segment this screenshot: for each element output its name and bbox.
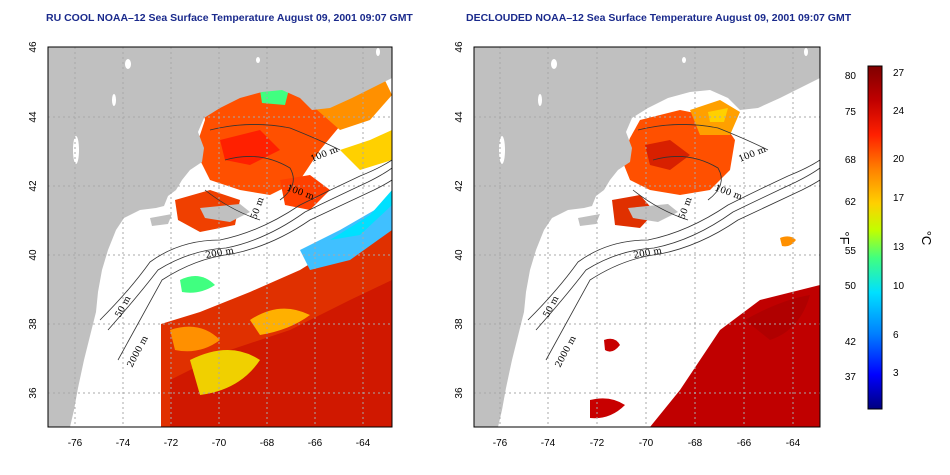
fahrenheit-tick-label: 50 xyxy=(845,281,857,292)
x-tick-label: -64 xyxy=(786,438,801,449)
left-y-axis: 46 44 42 40 38 36 xyxy=(28,41,39,399)
right-sst-field xyxy=(590,88,820,427)
left-map-frame xyxy=(47,46,393,428)
x-tick-label: -68 xyxy=(260,438,275,449)
y-tick-label: 40 xyxy=(28,249,39,261)
celsius-tick-label: 20 xyxy=(893,154,905,165)
right-gridlines xyxy=(474,47,820,427)
x-tick-label: -70 xyxy=(212,438,227,449)
right-contour-label: 200 m xyxy=(633,246,663,261)
x-tick-label: -66 xyxy=(308,438,323,449)
celsius-tick-label: 24 xyxy=(893,106,905,117)
left-land xyxy=(48,47,392,427)
left-x-axis: -76 -74 -72 -70 -68 -66 -64 xyxy=(68,438,371,449)
x-tick-label: -74 xyxy=(116,438,131,449)
celsius-tick-label: 10 xyxy=(893,281,905,292)
y-tick-label: 38 xyxy=(28,318,39,330)
y-tick-label: 42 xyxy=(454,180,465,192)
celsius-tick-label: 13 xyxy=(893,242,905,253)
left-map-panel: 100 m 100 m 50 m 200 m 50 m 2000 m xyxy=(47,46,393,428)
left-gridlines xyxy=(48,47,392,427)
fahrenheit-tick-label: 75 xyxy=(845,107,857,118)
x-tick-label: -72 xyxy=(164,438,179,449)
right-map-panel: 100 m 100 m 50 m 200 m 50 m 2000 m xyxy=(473,46,821,428)
celsius-tick-label: 17 xyxy=(893,193,905,204)
left-contour-label: 200 m xyxy=(205,246,235,261)
celsius-unit-label: °C xyxy=(919,231,934,246)
right-y-axis: 46 44 42 40 38 36 xyxy=(454,41,465,399)
y-tick-label: 36 xyxy=(28,387,39,399)
y-tick-label: 46 xyxy=(28,41,39,53)
y-tick-label: 46 xyxy=(454,41,465,53)
fahrenheit-tick-label: 42 xyxy=(845,337,857,348)
celsius-tick-label: 3 xyxy=(893,368,899,379)
celsius-tick-label: 27 xyxy=(893,68,905,79)
fahrenheit-scale: 80 75 68 62 55 50 42 37 °F xyxy=(837,71,856,383)
celsius-tick-label: 6 xyxy=(893,330,899,341)
y-tick-label: 36 xyxy=(454,387,465,399)
fahrenheit-tick-label: 68 xyxy=(845,155,857,166)
temperature-colorbar: 80 75 68 62 55 50 42 37 °F 27 24 20 17 1… xyxy=(837,65,934,410)
y-tick-label: 38 xyxy=(454,318,465,330)
y-tick-label: 44 xyxy=(28,111,39,123)
left-map-title: RU COOL NOAA–12 Sea Surface Temperature … xyxy=(46,12,413,24)
y-tick-label: 42 xyxy=(28,180,39,192)
fahrenheit-tick-label: 80 xyxy=(845,71,857,82)
celsius-scale: 27 24 20 17 13 10 6 3 °C xyxy=(893,68,934,379)
x-tick-label: -68 xyxy=(688,438,703,449)
x-tick-label: -70 xyxy=(639,438,654,449)
x-tick-label: -76 xyxy=(493,438,508,449)
colorbar-gradient xyxy=(867,65,883,410)
y-tick-label: 40 xyxy=(454,249,465,261)
right-map-title: DECLOUDED NOAA–12 Sea Surface Temperatur… xyxy=(466,12,852,24)
x-tick-label: -64 xyxy=(356,438,371,449)
right-land xyxy=(474,47,820,427)
right-x-axis: -76 -74 -72 -70 -68 -66 -64 xyxy=(493,438,801,449)
fahrenheit-tick-label: 55 xyxy=(845,246,857,257)
right-bathymetry-contours xyxy=(527,124,820,361)
y-tick-label: 44 xyxy=(454,111,465,123)
right-map-frame xyxy=(473,46,821,428)
x-tick-label: -72 xyxy=(590,438,605,449)
fahrenheit-unit-label: °F xyxy=(837,231,852,244)
fahrenheit-tick-label: 37 xyxy=(845,372,857,383)
left-bathymetry-contours xyxy=(99,124,392,361)
x-tick-label: -74 xyxy=(541,438,556,449)
fahrenheit-tick-label: 62 xyxy=(845,197,857,208)
x-tick-label: -76 xyxy=(68,438,83,449)
x-tick-label: -66 xyxy=(737,438,752,449)
